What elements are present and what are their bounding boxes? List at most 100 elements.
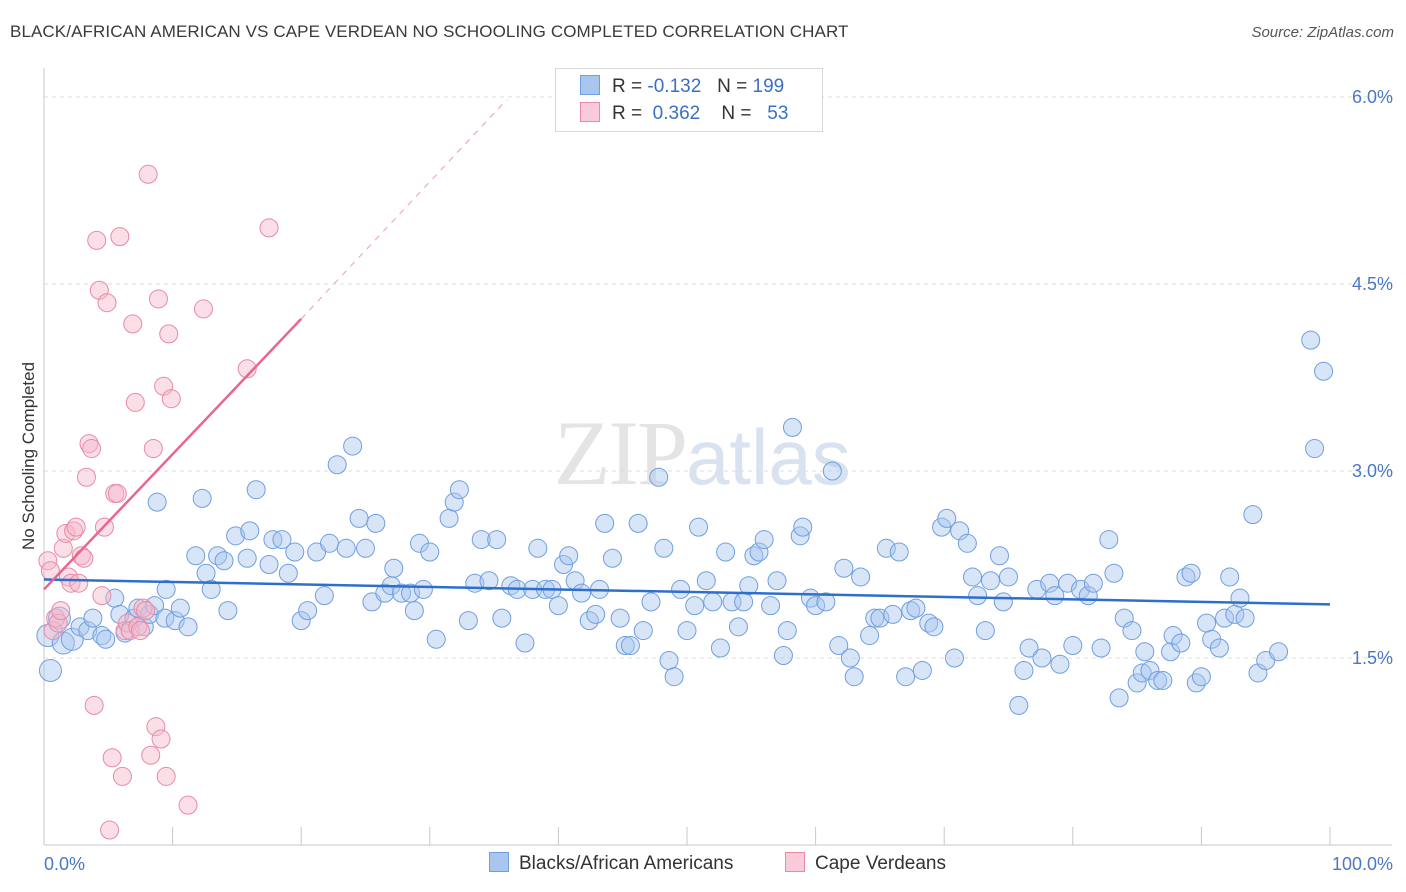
legend-r-label: R = [612, 103, 643, 124]
blue-point [214, 551, 234, 571]
blue-point [664, 667, 684, 687]
pink-point [141, 745, 161, 765]
blue-point [716, 542, 736, 562]
bottom-legend-label-blacks: Blacks/African Americans [519, 853, 734, 874]
blue-point [178, 617, 198, 637]
blue-point [384, 558, 404, 578]
blue-point [1235, 608, 1255, 628]
pink-point [178, 795, 198, 815]
blue-point [1148, 670, 1168, 690]
blue-point [975, 621, 995, 641]
blue-point [1305, 439, 1325, 459]
blue-point [957, 533, 977, 553]
blue-point [156, 579, 176, 599]
pink-point [48, 613, 68, 633]
blue-point [1171, 633, 1191, 653]
blue-point [703, 592, 723, 612]
blue-point [919, 613, 939, 633]
pink-point [97, 293, 117, 313]
source-label: Source: ZipAtlas.com [1251, 24, 1394, 41]
blue-point [696, 571, 716, 591]
blue-point [610, 608, 630, 628]
blue-point [840, 648, 860, 668]
blue-point [1032, 648, 1052, 668]
blue-point [479, 571, 499, 591]
legend-r-value-cape-verdeans: 0.362 [652, 103, 701, 124]
blue-point [458, 611, 478, 631]
blue-point [851, 567, 871, 587]
blue-point [754, 530, 774, 550]
pink-trend-line [43, 318, 303, 591]
blue-point [501, 576, 521, 596]
blue-point [671, 579, 691, 599]
blue-point [128, 598, 148, 618]
blue-point [1122, 621, 1142, 641]
y-tick-label: 6.0% [1352, 87, 1393, 107]
blue-point [912, 660, 932, 680]
blue-point [689, 517, 709, 537]
blue-point [793, 517, 813, 537]
blue-point [1153, 670, 1173, 690]
blue-point [999, 567, 1018, 587]
blue-point [1209, 638, 1229, 658]
blue-point [767, 571, 787, 591]
blue-point [782, 417, 802, 437]
blue-point [602, 548, 622, 568]
blue-point [829, 636, 849, 656]
pink-point [92, 586, 112, 606]
pink-point [66, 517, 86, 537]
blue-point [1243, 505, 1263, 525]
legend-swatch-blue [489, 852, 509, 872]
bottom-legend-label-cape-verdeans: Cape Verdeans [815, 853, 946, 874]
pink-point [259, 218, 279, 238]
blue-point [515, 633, 535, 653]
blue-point [844, 667, 864, 687]
pink-point [51, 601, 71, 621]
blue-point [1220, 567, 1240, 587]
blue-point [145, 596, 165, 616]
blue-point [734, 592, 754, 612]
blue-point [201, 579, 221, 599]
blue-point [237, 548, 257, 568]
blue-point [968, 586, 988, 606]
blue-point [980, 571, 1000, 591]
pink-point [64, 521, 84, 541]
blue-point [291, 611, 311, 631]
blue-point [924, 617, 944, 637]
blue-point [278, 563, 298, 583]
blue-point [739, 576, 759, 596]
blue-point [1269, 642, 1289, 662]
blue-point [96, 629, 116, 649]
blue-point [865, 608, 885, 628]
blue-point [192, 488, 212, 508]
blue-point [615, 636, 635, 656]
blue-point [559, 546, 579, 566]
blue-point [901, 601, 921, 621]
blue-point [989, 546, 1009, 566]
y-tick-label: 1.5% [1352, 648, 1393, 668]
blue-point [744, 546, 764, 566]
blue-point [285, 542, 305, 562]
blue-point [773, 646, 793, 666]
chart-title: BLACK/AFRICAN AMERICAN VS CAPE VERDEAN N… [10, 22, 849, 41]
blue-point [728, 617, 748, 637]
blue-point [1009, 695, 1029, 715]
legend-swatch-pink [580, 102, 600, 122]
blue-point [1083, 573, 1103, 593]
blue-point [218, 601, 238, 621]
blue-point [710, 638, 730, 658]
blue-point [870, 608, 890, 628]
blue-point [641, 592, 661, 612]
pink-point [71, 546, 91, 566]
blue-point [633, 621, 653, 641]
blue-point [554, 555, 574, 574]
pink-point [138, 164, 158, 184]
blue-point [92, 626, 112, 646]
legend-n-value-blacks: 199 [752, 76, 785, 97]
blue-point [60, 627, 84, 651]
pink-point [156, 766, 176, 786]
blue-point [749, 542, 769, 562]
blue-point [319, 533, 339, 553]
blue-point [1215, 608, 1235, 628]
